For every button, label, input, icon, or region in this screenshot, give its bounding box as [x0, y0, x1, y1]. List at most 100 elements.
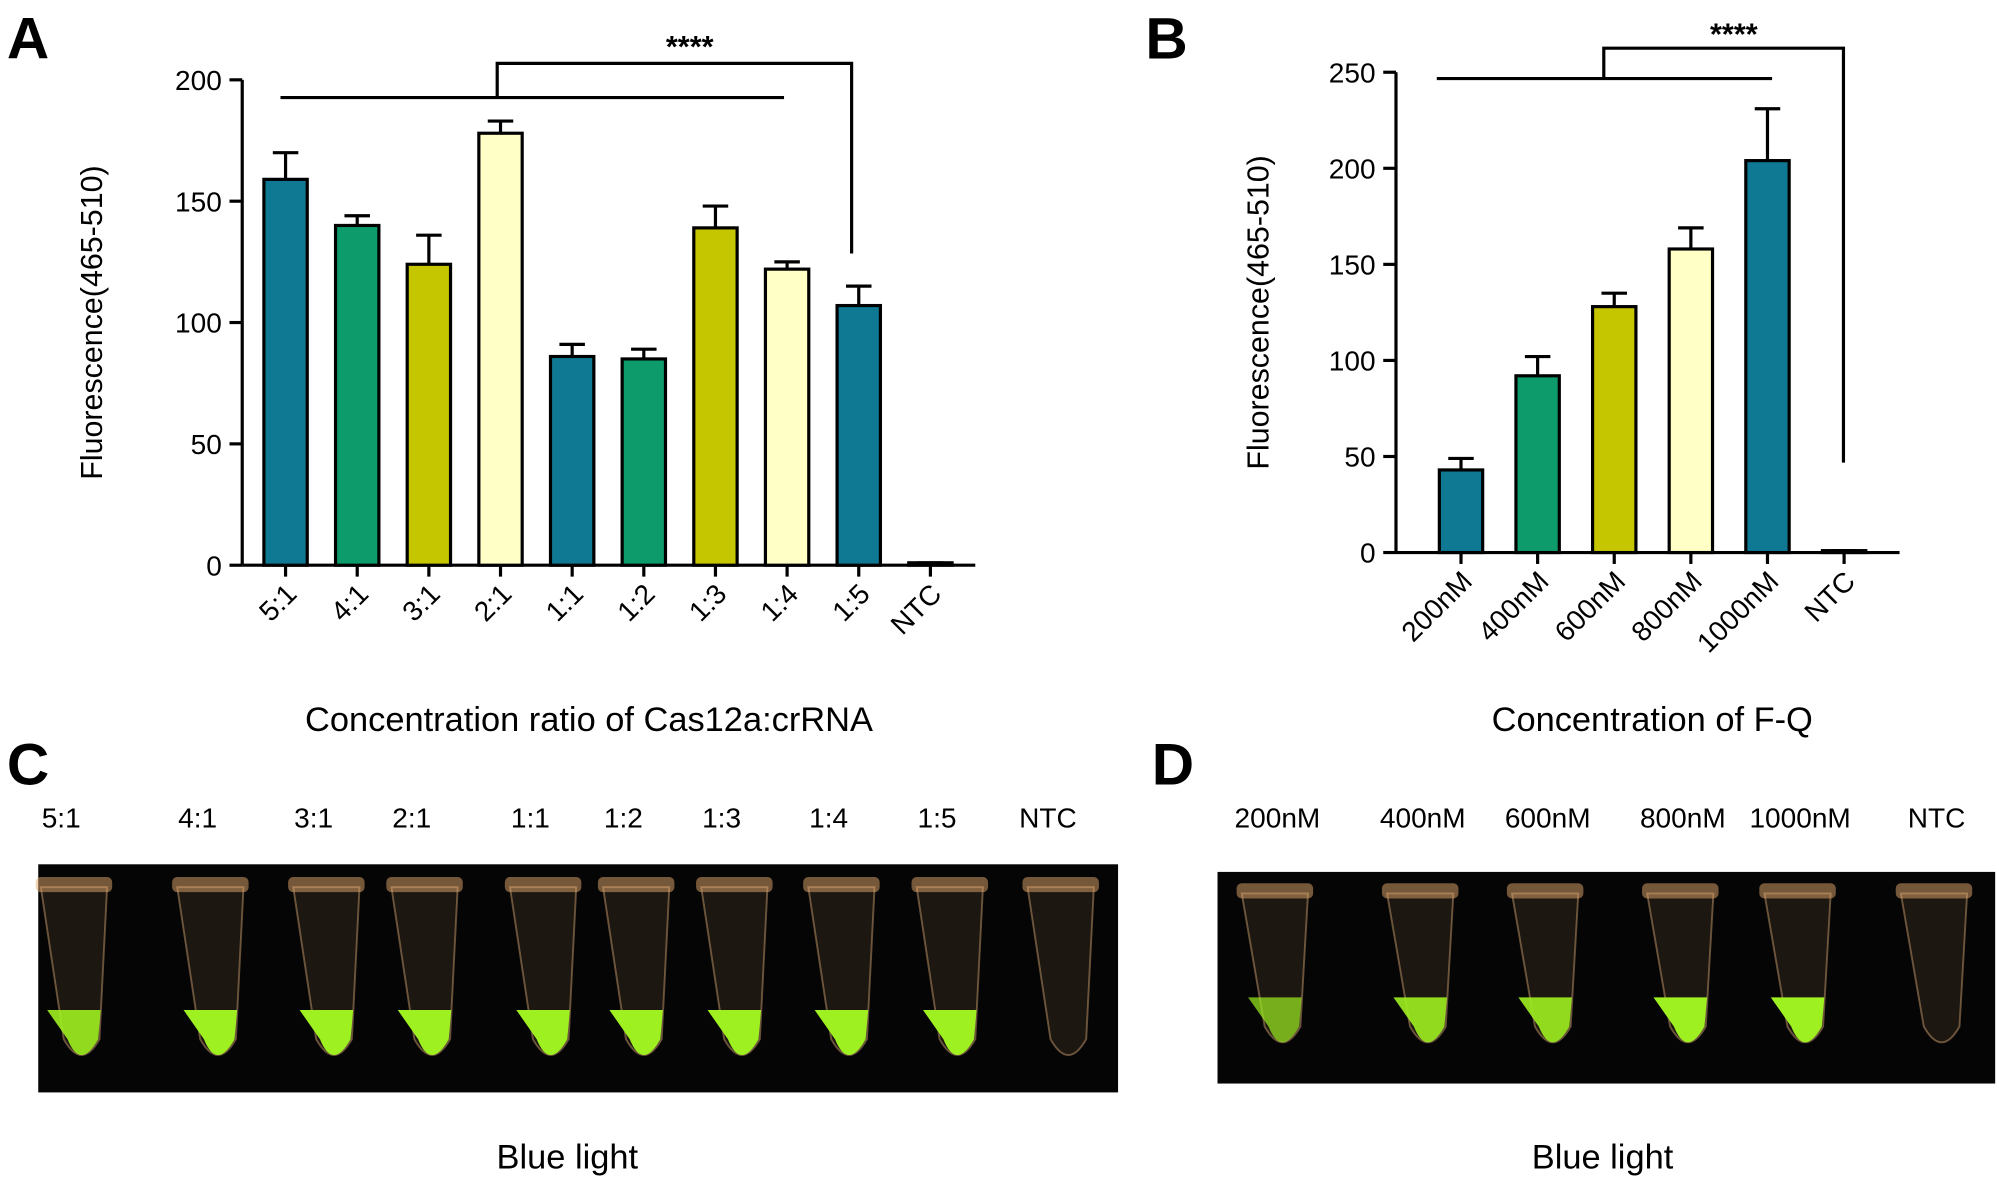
x-tick-label: 400nM [1472, 565, 1555, 647]
y-axis-title: Fluorescence(465-510) [1241, 155, 1275, 469]
bar [262, 177, 309, 567]
y-axis-title: Fluorescence(465-510) [75, 165, 109, 479]
bar [763, 267, 811, 567]
x-tick-label: 1:4 [755, 578, 805, 627]
tube-label: 1:1 [511, 803, 550, 834]
tube-cap [1895, 883, 1973, 899]
tube-label: 3:1 [294, 803, 333, 834]
y-tick-label: 50 [1344, 442, 1375, 473]
tube-label: NTC [1908, 803, 1966, 834]
x-tick-label: 1:1 [540, 578, 590, 627]
tube-label: 600nM [1505, 803, 1591, 834]
y-tick-label: 0 [206, 550, 222, 581]
y-tick-label: 150 [1329, 250, 1376, 281]
y-tick-label: 250 [1329, 57, 1376, 88]
fluorescence [397, 1010, 452, 1056]
bar [1437, 468, 1485, 555]
tube-cap [1642, 883, 1719, 899]
fluorescence [609, 1010, 663, 1056]
bar [333, 223, 381, 567]
bar [1590, 305, 1638, 555]
tube-cap [597, 876, 675, 893]
x-tick-label: 4:1 [325, 578, 375, 627]
x-axis-title: Concentration of F-Q [1492, 701, 1813, 739]
tube-cap [1506, 883, 1584, 899]
x-tick-label: 1:5 [826, 578, 876, 627]
y-tick-label: 0 [1360, 538, 1376, 569]
y-tick-label: 200 [1329, 154, 1376, 185]
caption: Blue light [497, 1139, 639, 1177]
y-tick-label: 200 [175, 65, 222, 96]
fluorescence [47, 1010, 101, 1056]
tube [1026, 886, 1095, 1056]
tube-cap [803, 876, 880, 893]
tube-cap [1236, 883, 1314, 899]
fluorescence [1393, 997, 1447, 1043]
bar [620, 357, 668, 567]
bar [405, 262, 453, 567]
significance-bracket [280, 46, 1846, 463]
bar [835, 303, 883, 567]
tube-label: 1:3 [702, 803, 741, 834]
panel-letter: D [1152, 733, 1194, 798]
x-tick-label: NTC [1798, 565, 1861, 627]
bar [477, 131, 524, 567]
fluorescence [707, 1010, 762, 1056]
x-tick-label: NTC [885, 578, 948, 640]
bar [692, 226, 739, 567]
x-tick-label: 200nM [1395, 565, 1478, 647]
bar [1820, 549, 1868, 555]
tube-cap [386, 876, 463, 893]
x-tick-label: 2:1 [468, 578, 518, 627]
x-tick-label: 3:1 [396, 578, 446, 627]
significance-label: **** [666, 30, 714, 64]
y-tick-label: 100 [1329, 346, 1376, 377]
fluorescence [814, 1010, 869, 1056]
tube [1899, 892, 1969, 1044]
x-tick-label: 5:1 [253, 578, 303, 627]
x-tick-label: 1000nM [1691, 565, 1785, 658]
tube-label: 2:1 [392, 803, 431, 834]
bar [1667, 247, 1715, 555]
tube-cap [1022, 876, 1099, 893]
tube-cap [288, 876, 365, 893]
fluorescence [516, 1010, 570, 1056]
significance-label: **** [1710, 17, 1758, 51]
x-tick-label: 1:3 [683, 578, 733, 627]
tube-cap [35, 876, 113, 893]
fluorescence [1248, 997, 1302, 1043]
caption: Blue light [1532, 1139, 1674, 1177]
tube-label: 1000nM [1749, 803, 1850, 834]
y-tick-label: 100 [175, 308, 222, 339]
tube-label: 1:4 [809, 803, 848, 834]
panel-letter: C [7, 733, 49, 798]
panel-letter: A [7, 6, 49, 71]
fluorescence [1518, 997, 1572, 1043]
tube-label: 5:1 [42, 803, 81, 834]
fluorescence [1653, 997, 1708, 1043]
tube-cap [504, 876, 582, 893]
tube-cap [172, 876, 249, 893]
bar [1744, 159, 1791, 555]
tube-cap [1759, 883, 1836, 899]
photo-d [1217, 871, 1996, 1084]
tube-cap [696, 876, 773, 893]
fluorescence [923, 1010, 977, 1056]
y-tick-label: 150 [175, 186, 222, 217]
bar [907, 561, 954, 567]
tube-label: NTC [1019, 803, 1077, 834]
tube-cap [911, 876, 989, 893]
tube-label: 800nM [1640, 803, 1726, 834]
fluorescence [1770, 997, 1825, 1043]
x-axis-title: Concentration ratio of Cas12a:crRNA [305, 701, 873, 739]
tube-cap [1381, 883, 1459, 899]
tube-label: 1:2 [604, 803, 643, 834]
tube-label: 400nM [1380, 803, 1466, 834]
bar [548, 354, 596, 567]
tube-label: 1:5 [918, 803, 957, 834]
tube-label: 200nM [1235, 803, 1321, 834]
x-tick-label: 1:2 [611, 578, 661, 627]
bar [1514, 374, 1561, 555]
fluorescence [183, 1010, 238, 1056]
